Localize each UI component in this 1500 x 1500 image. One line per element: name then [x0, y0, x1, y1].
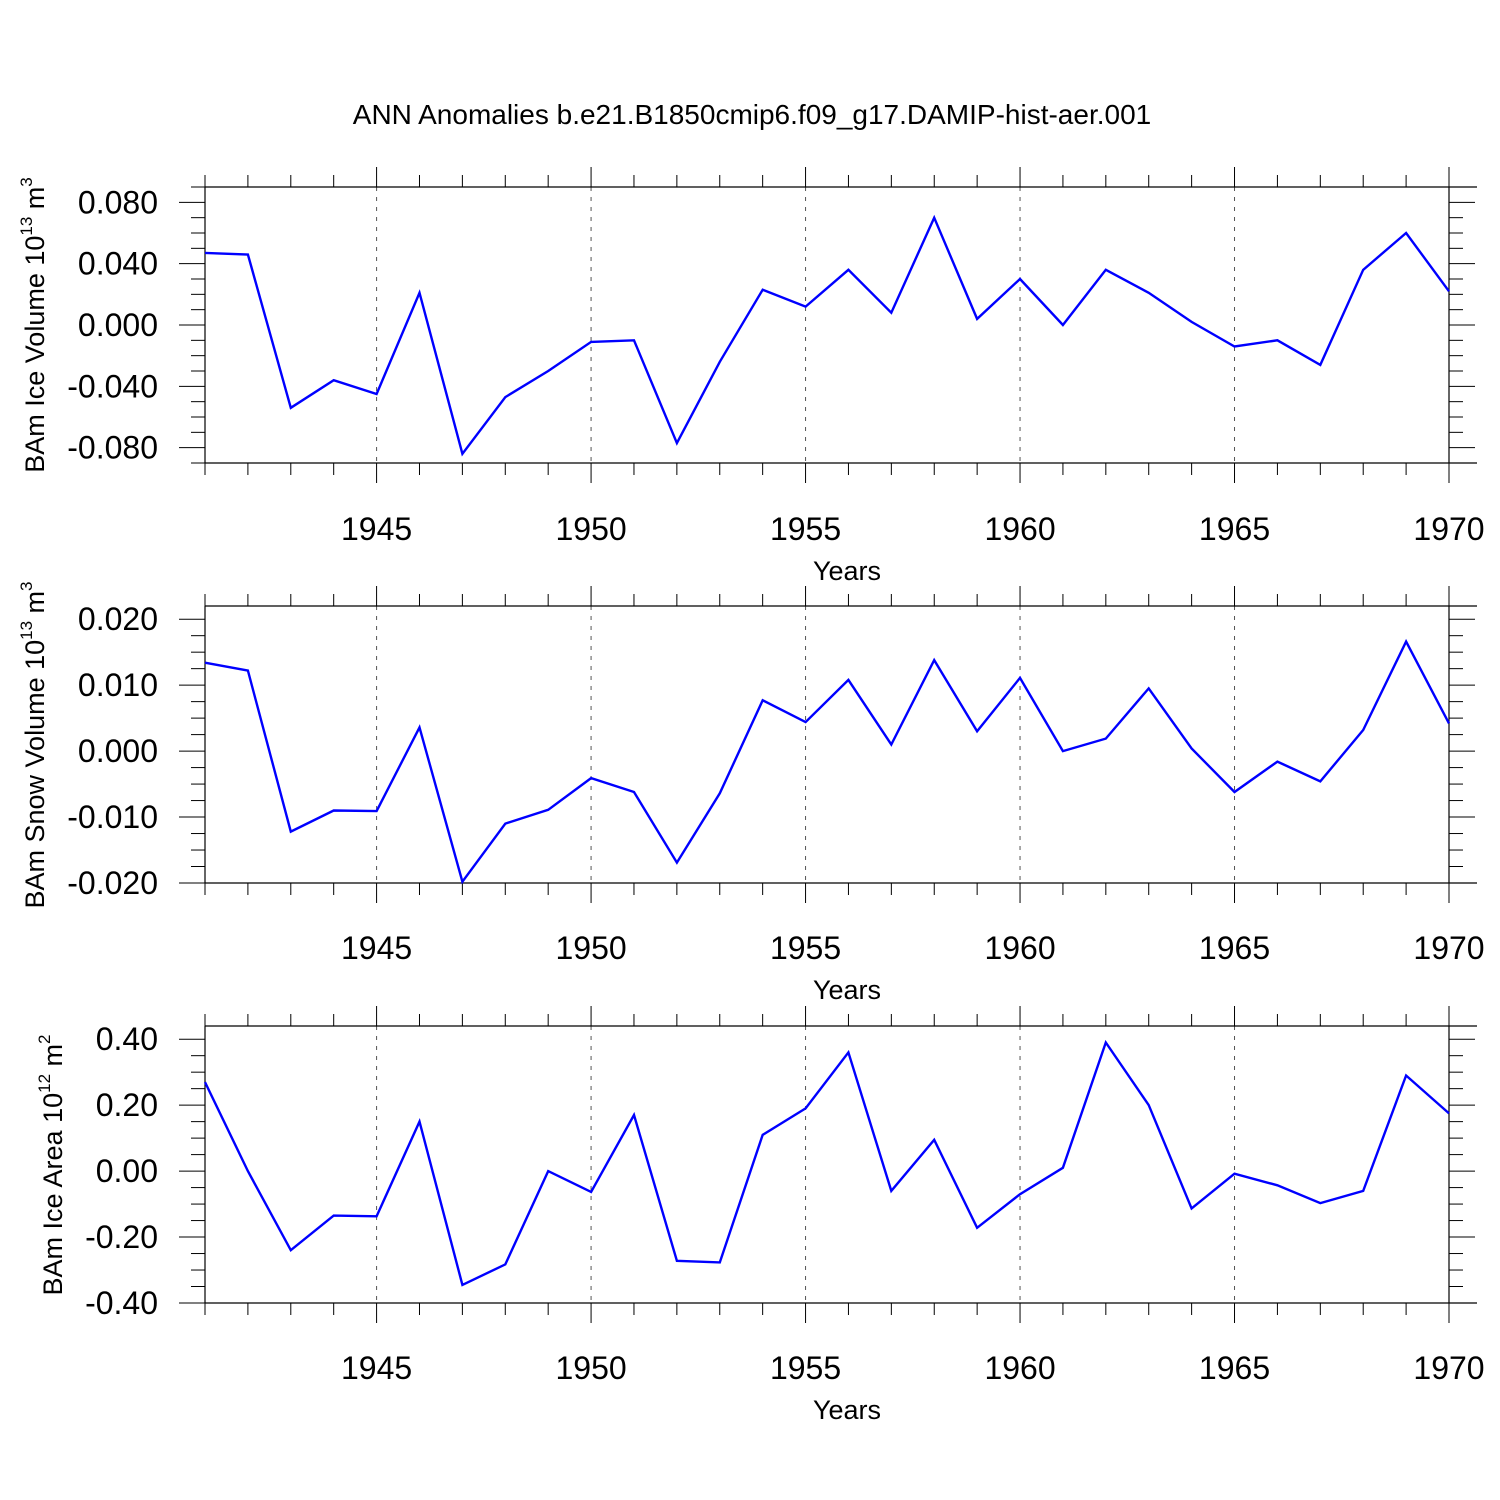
x-tick-label: 1970 [1413, 1350, 1484, 1386]
y-tick-label: -0.080 [67, 430, 158, 466]
x-axis-title: Years [813, 556, 881, 586]
x-tick-label: 1965 [1199, 930, 1270, 966]
x-tick-label: 1960 [984, 930, 1055, 966]
x-tick-label: 1945 [341, 930, 412, 966]
x-tick-label: 1960 [984, 511, 1055, 547]
y-tick-label: 0.020 [78, 601, 158, 637]
y-tick-label: -0.040 [67, 368, 158, 404]
x-tick-label: 1960 [984, 1350, 1055, 1386]
y-tick-label: 0.000 [78, 307, 158, 343]
y-tick-label: 0.040 [78, 246, 158, 282]
y-tick-label: 0.010 [78, 667, 158, 703]
y-tick-label: 0.080 [78, 184, 158, 220]
x-tick-label: 1955 [770, 930, 841, 966]
series-line [203, 1039, 1450, 1287]
y-tick-label: 0.00 [96, 1153, 158, 1189]
y-tick-label: -0.40 [85, 1285, 158, 1321]
y-tick-label: -0.020 [67, 865, 158, 901]
x-tick-label: 1950 [555, 930, 626, 966]
series-line [204, 214, 1450, 457]
figure-title: ANN Anomalies b.e21.B1850cmip6.f09_g17.D… [353, 99, 1151, 130]
y-tick-label: 0.40 [96, 1021, 158, 1057]
x-tick-label: 1950 [555, 1350, 626, 1386]
x-axis-title: Years [813, 1395, 881, 1425]
x-tick-label: 1950 [555, 511, 626, 547]
x-axis-title: Years [813, 975, 881, 1005]
chart-panel-1: -0.080 -0.040 0.000 0.040 0.080 1945 1950 1955 1… [17, 167, 1485, 586]
chart-panel-3: -0.40 -0.20 0.00 0.20 0.40 1945 1950 1955 1960 19… [35, 1006, 1485, 1425]
chart-panel-2: -0.020 -0.010 0.000 0.010 0.020 1945 1950 1955 1… [17, 581, 1485, 1005]
x-tick-label: 1945 [341, 511, 412, 547]
panels: -0.080 -0.040 0.000 0.040 0.080 1945 1950 1955 1… [17, 167, 1485, 1425]
y-tick-label: -0.20 [85, 1219, 158, 1255]
x-tick-label: 1970 [1413, 930, 1484, 966]
y-tick-label: 0.20 [96, 1087, 158, 1123]
y-axis-title: BAm Snow Volume 1013 m3 [17, 581, 50, 908]
x-tick-label: 1965 [1199, 1350, 1270, 1386]
series-line [204, 638, 1451, 885]
y-axis-title: BAm Ice Area 1012 m2 [35, 1035, 68, 1296]
x-tick-label: 1955 [770, 511, 841, 547]
x-tick-label: 1945 [341, 1350, 412, 1386]
y-axis-title: BAm Ice Volume 1013 m3 [17, 177, 50, 473]
x-tick-label: 1955 [770, 1350, 841, 1386]
y-tick-label: -0.010 [67, 799, 158, 835]
x-tick-label: 1970 [1413, 511, 1484, 547]
x-tick-label: 1965 [1199, 511, 1270, 547]
y-tick-label: 0.000 [78, 733, 158, 769]
